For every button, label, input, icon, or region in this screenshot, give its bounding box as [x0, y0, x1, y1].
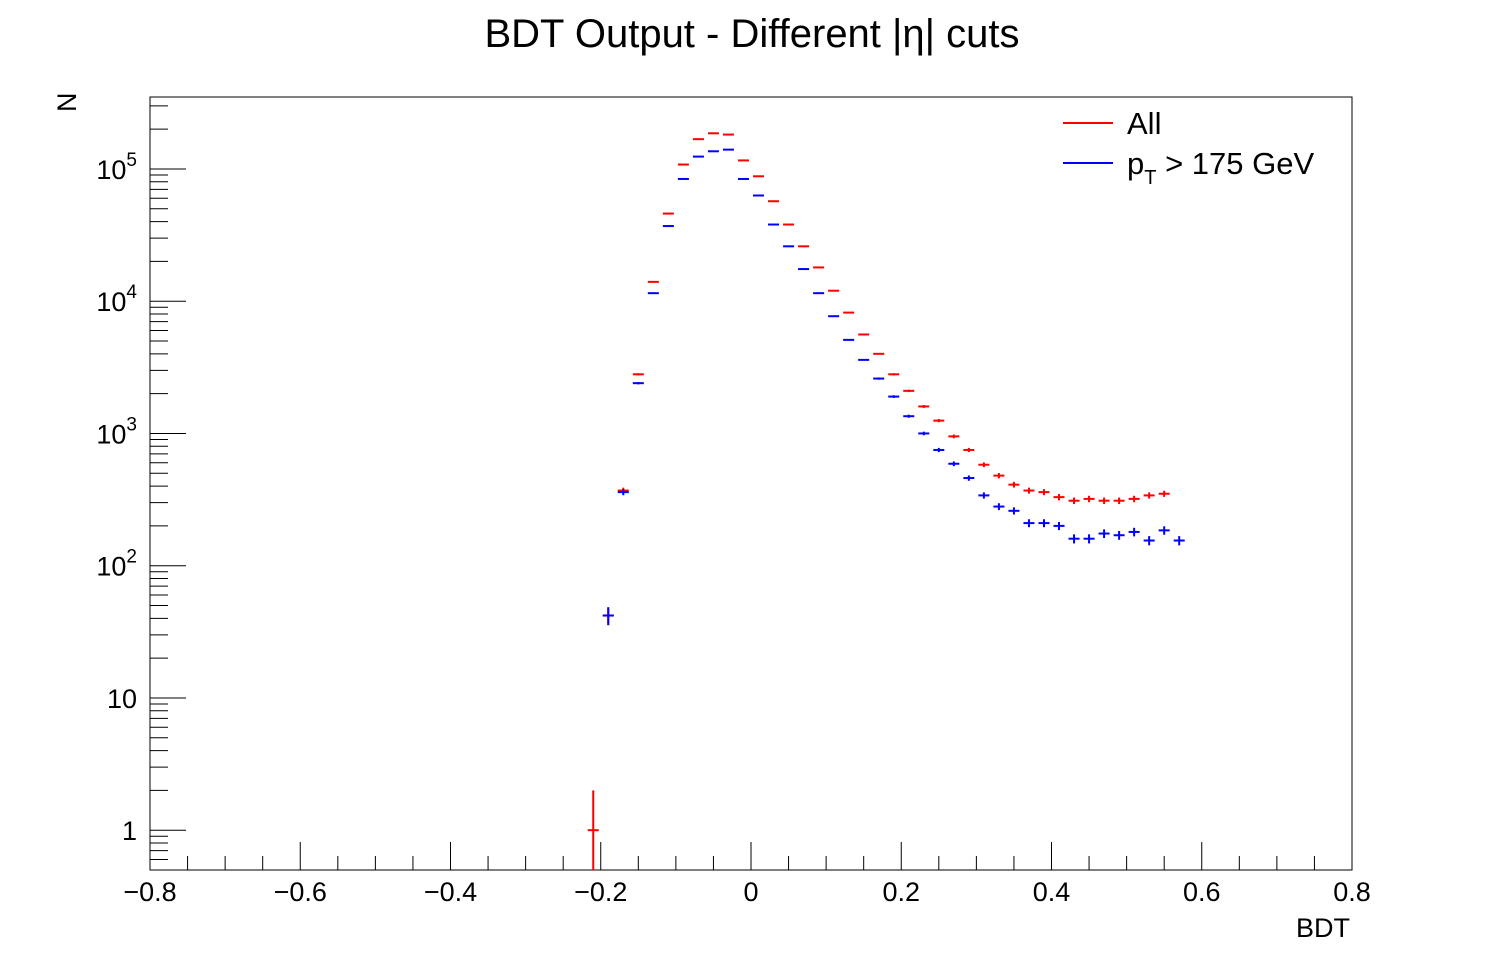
y-axis: 1 10 102 103 104 105 — [96, 105, 186, 871]
y-tick-label: 103 — [96, 414, 137, 449]
data-point — [602, 607, 614, 626]
data-point — [1053, 521, 1065, 531]
x-tick-label: −0.4 — [424, 877, 477, 907]
x-axis: −0.8 −0.6 −0.4 −0.2 0 0.2 0.4 0.6 0.8 — [123, 842, 1371, 907]
y-tick-label: 105 — [96, 150, 137, 185]
data-point — [903, 389, 915, 393]
series-layer — [587, 132, 1185, 870]
data-point — [978, 492, 990, 499]
x-tick-label: −0.2 — [574, 877, 627, 907]
data-point — [1128, 527, 1140, 537]
data-point — [1128, 495, 1140, 503]
plot-frame — [149, 96, 1353, 871]
chart-title: BDT Output - Different |η| cuts — [484, 12, 1019, 56]
data-point — [1098, 529, 1110, 539]
series-all — [587, 132, 1170, 870]
x-tick-label: 0.8 — [1333, 877, 1371, 907]
data-point — [1083, 495, 1095, 503]
data-point — [978, 462, 990, 468]
data-point — [1158, 490, 1170, 497]
data-point — [993, 503, 1005, 511]
legend-label: All — [1127, 106, 1161, 141]
legend-label: pT > 175 GeV — [1127, 146, 1314, 189]
data-point — [1008, 481, 1020, 488]
legend-item: All — [1063, 106, 1161, 141]
data-point — [948, 434, 960, 439]
data-point — [888, 373, 900, 376]
data-point — [1038, 489, 1050, 496]
data-point — [617, 489, 629, 496]
x-tick-label: 0 — [743, 877, 758, 907]
series-pt-cut — [602, 148, 1185, 626]
x-tick-label: −0.6 — [274, 877, 327, 907]
data-point — [1158, 526, 1170, 535]
data-point — [918, 431, 930, 436]
y-tick-label: 10 — [107, 684, 137, 714]
data-point — [1053, 494, 1065, 501]
data-point — [1173, 536, 1185, 546]
data-point — [873, 377, 885, 380]
data-point — [1143, 492, 1155, 499]
data-point — [632, 373, 644, 376]
data-point — [1098, 497, 1110, 505]
data-point — [1083, 534, 1095, 544]
data-point — [1068, 497, 1080, 505]
data-point — [1113, 497, 1125, 505]
data-point — [1113, 530, 1125, 540]
data-point — [918, 405, 930, 408]
data-point — [933, 419, 945, 423]
y-tick-label: 102 — [96, 547, 137, 582]
legend-item: pT > 175 GeV — [1063, 146, 1314, 189]
data-point — [933, 447, 945, 453]
data-point — [888, 395, 900, 398]
data-point — [1023, 519, 1035, 528]
legend: All pT > 175 GeV — [1063, 106, 1314, 189]
x-tick-label: 0.6 — [1183, 877, 1221, 907]
data-point — [963, 447, 975, 453]
data-point — [1068, 534, 1080, 544]
x-axis-title: BDT — [1296, 913, 1350, 943]
data-point — [948, 461, 960, 467]
x-tick-label: 0.2 — [882, 877, 920, 907]
data-point — [1023, 487, 1035, 494]
x-tick-label: 0.4 — [1033, 877, 1071, 907]
data-point — [903, 414, 915, 418]
data-point — [1008, 507, 1020, 515]
data-point — [632, 382, 644, 385]
data-point — [587, 790, 599, 870]
y-axis-title: N — [52, 93, 82, 113]
data-point — [993, 473, 1005, 479]
x-tick-label: −0.8 — [123, 877, 176, 907]
data-point — [963, 475, 975, 481]
y-tick-label: 104 — [96, 282, 137, 317]
data-point — [1038, 519, 1050, 528]
y-tick-label: 1 — [122, 816, 137, 846]
data-point — [1143, 536, 1155, 546]
